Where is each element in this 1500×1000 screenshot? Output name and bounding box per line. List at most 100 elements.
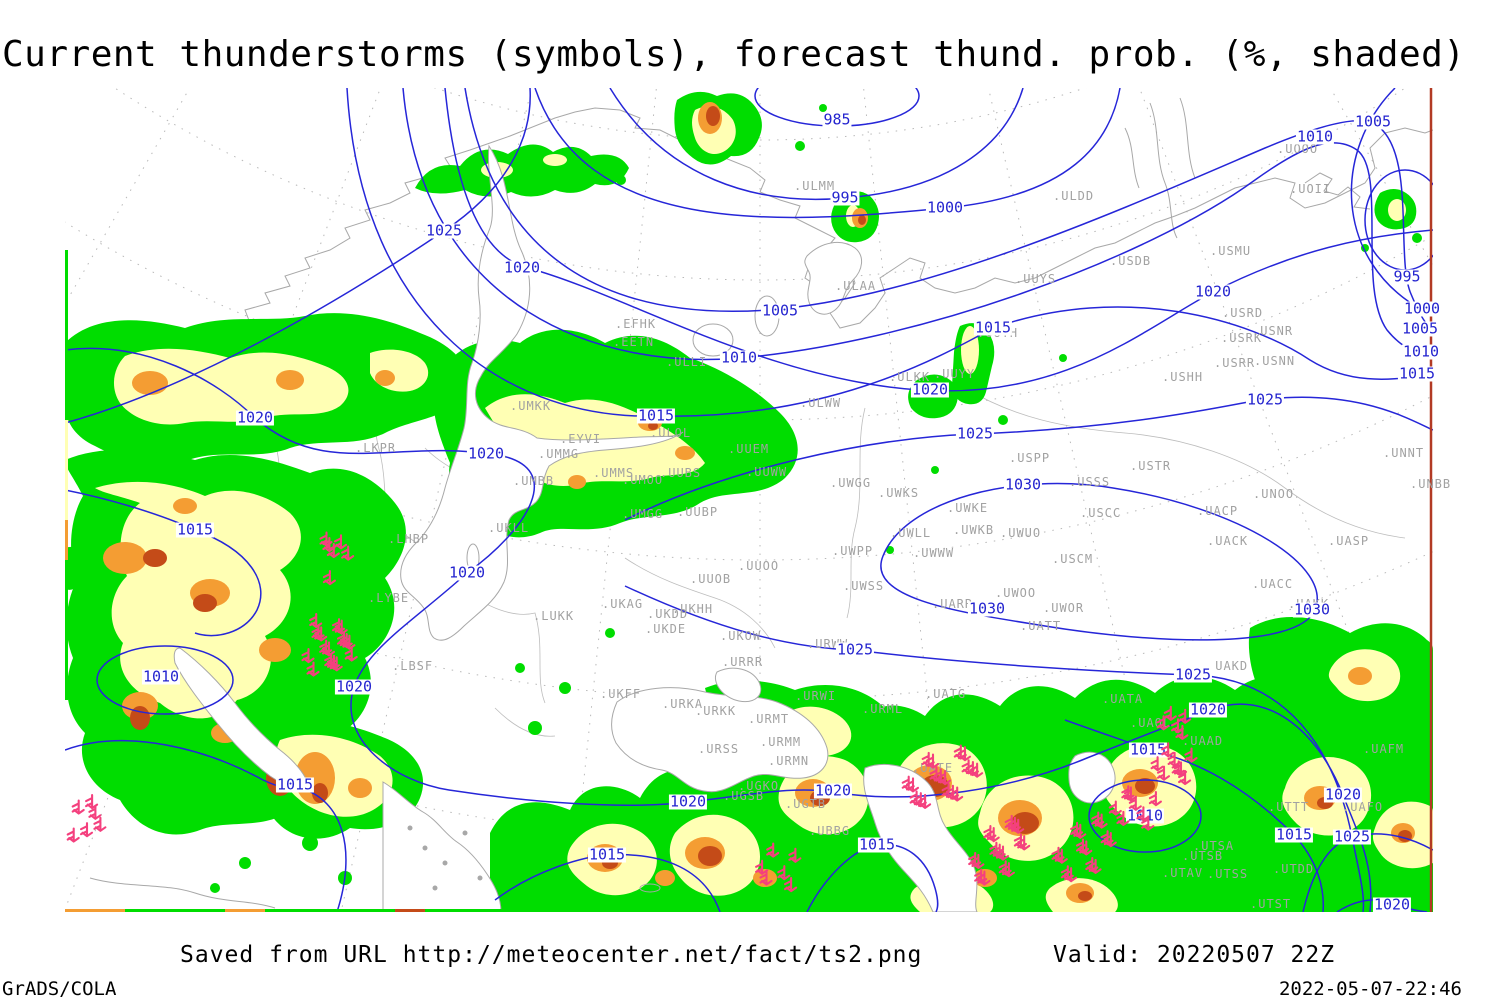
station-label-ulww: .ULWW	[800, 396, 842, 410]
isobar-label-1020: 1020	[334, 677, 374, 696]
station-label-urss: .URSS	[698, 742, 740, 756]
thunderstorm-symbol-cluster	[322, 570, 336, 586]
isobar-label-1015: 1015	[973, 318, 1013, 337]
footer-timestamp: 2022-05-07-22:46	[1278, 978, 1462, 1000]
station-label-uuww: .UUWW	[746, 465, 788, 479]
thunderstorm-symbol-cluster	[1156, 705, 1192, 740]
isobar-label-1020: 1020	[235, 408, 275, 427]
station-label-unoo: .UNOO	[1253, 487, 1295, 501]
station-label-uuys: .UUYS	[1015, 272, 1057, 286]
station-label-ugko: .UGKO	[738, 779, 780, 793]
isobar-label-1015: 1015	[1128, 740, 1168, 759]
station-label-usrk: .USRK	[1221, 331, 1263, 345]
station-label-lbsf: .LBSF	[392, 659, 434, 673]
station-label-ugsb: .UGSB	[723, 789, 765, 803]
station-label-ulol: .ULOL	[650, 426, 692, 440]
station-label-lybe: .LYBE	[368, 591, 410, 605]
station-label-ukow: .UKOW	[720, 629, 762, 643]
station-label-lukk: .LUKK	[533, 609, 575, 623]
station-label-utsa: .UTSA	[1193, 839, 1235, 853]
isobar-label-1010: 1010	[719, 348, 759, 367]
isobar-label-1005: 1005	[1400, 319, 1440, 338]
isobar-label-1020: 1020	[813, 781, 853, 800]
station-label-urmt: .URMT	[748, 712, 790, 726]
isobar-label-1015: 1015	[1274, 825, 1314, 844]
station-label-uoii: .UOII	[1290, 182, 1332, 196]
station-label-uarr: .UARR	[932, 597, 974, 611]
station-label-ustr: .USTR	[1130, 459, 1172, 473]
isobar-label-1015: 1015	[1397, 364, 1437, 383]
station-label-unbb: .UNBB	[1410, 477, 1452, 491]
isobar-label-1020: 1020	[447, 563, 487, 582]
station-label-uuyy: .UUYY	[934, 367, 976, 381]
station-label-uscm: .USCM	[1052, 552, 1094, 566]
isobar-label-995: 995	[1392, 267, 1422, 286]
station-label-uwoo: .UWOO	[995, 586, 1037, 600]
station-label-uate: .UATE	[912, 761, 954, 775]
station-label-usnr: .USNR	[1252, 324, 1294, 338]
isobar-label-985: 985	[822, 110, 852, 129]
isobar-label-1000: 1000	[1402, 299, 1442, 318]
station-label-uakd: .UAKD	[1207, 659, 1249, 673]
thunderstorm-symbol-cluster	[967, 814, 1030, 886]
station-label-usss: .USSS	[1069, 475, 1111, 489]
station-label-uuob: .UUOB	[690, 572, 732, 586]
isobar-label-995: 995	[830, 188, 860, 207]
station-label-usrr: .USRR	[1214, 356, 1256, 370]
isobar-label-1020: 1020	[466, 444, 506, 463]
station-label-urmn: .URMN	[768, 754, 810, 768]
station-label-uwks: .UWKS	[878, 486, 920, 500]
station-label-uwpp: .UWPP	[832, 544, 874, 558]
station-label-unnt: .UNNT	[1383, 446, 1425, 460]
isobar-label-1000: 1000	[925, 198, 965, 217]
station-label-lhbp: .LHBP	[388, 532, 430, 546]
thunderstorm-symbol-cluster	[755, 842, 802, 893]
isobar-label-1015: 1015	[275, 775, 315, 794]
station-label-utsb: .UTSB	[1182, 849, 1224, 863]
isobar-label-1020: 1020	[1193, 282, 1233, 301]
probability-shading	[65, 91, 1433, 912]
station-label-utav: .UTAV	[1162, 866, 1204, 880]
station-label-ukff: .UKFF	[600, 687, 642, 701]
isobar-label-1020: 1020	[1188, 700, 1228, 719]
station-label-urkk: .URKK	[695, 704, 737, 718]
station-label-uwgg: .UWGG	[830, 476, 872, 490]
station-label-utss: .UTSS	[1207, 867, 1249, 881]
station-label-umgg: .UMGG	[622, 507, 664, 521]
station-label-usdb: .USDB	[1110, 254, 1152, 268]
station-label-ukll: .UKLL	[488, 521, 530, 535]
station-label-urwi: .URWI	[795, 689, 837, 703]
station-label-uafo: .UAFO	[1342, 800, 1384, 814]
map-frame-edges	[65, 88, 1433, 912]
station-label-ulli: .ULLI	[666, 355, 708, 369]
station-label-ukde: .UKDE	[645, 622, 687, 636]
station-label-eetn: .EETN	[613, 335, 655, 349]
isobar-label-1010: 1010	[1295, 127, 1335, 146]
isobar-label-1010: 1010	[1125, 806, 1165, 825]
station-label-umms: .UMMS	[593, 466, 635, 480]
weather-map	[65, 88, 1433, 912]
isobar-label-1020: 1020	[502, 258, 542, 277]
isobar-label-1030: 1030	[1292, 600, 1332, 619]
isobar-label-1015: 1015	[175, 520, 215, 539]
station-label-umoo: .UMOO	[622, 473, 664, 487]
station-label-uaad: .UAAD	[1182, 734, 1224, 748]
isobar-label-1025: 1025	[955, 424, 995, 443]
station-label-uwss: .UWSS	[843, 579, 885, 593]
footer-valid-time: Valid: 20220507 22Z	[1053, 942, 1336, 968]
station-label-uafm: .UAFM	[1363, 742, 1405, 756]
station-label-uwuo: .UWUO	[1000, 526, 1042, 540]
station-label-uooo: .UOOO	[1277, 142, 1319, 156]
station-label-urrr: .URRR	[722, 655, 764, 669]
station-label-ukhh: .UKHH	[672, 602, 714, 616]
station-label-uuem: .UUEM	[728, 442, 770, 456]
isobar-label-1005: 1005	[760, 301, 800, 320]
isobar-label-1010: 1010	[141, 667, 181, 686]
station-label-umbb: .UMBB	[513, 474, 555, 488]
station-label-lkpr: .LKPR	[355, 441, 397, 455]
station-label-eyvi: .EYVI	[560, 432, 602, 446]
station-label-urml: .URML	[862, 702, 904, 716]
isobar-label-1015: 1015	[587, 845, 627, 864]
page-title: Current thunderstorms (symbols), forecas…	[2, 34, 1466, 75]
